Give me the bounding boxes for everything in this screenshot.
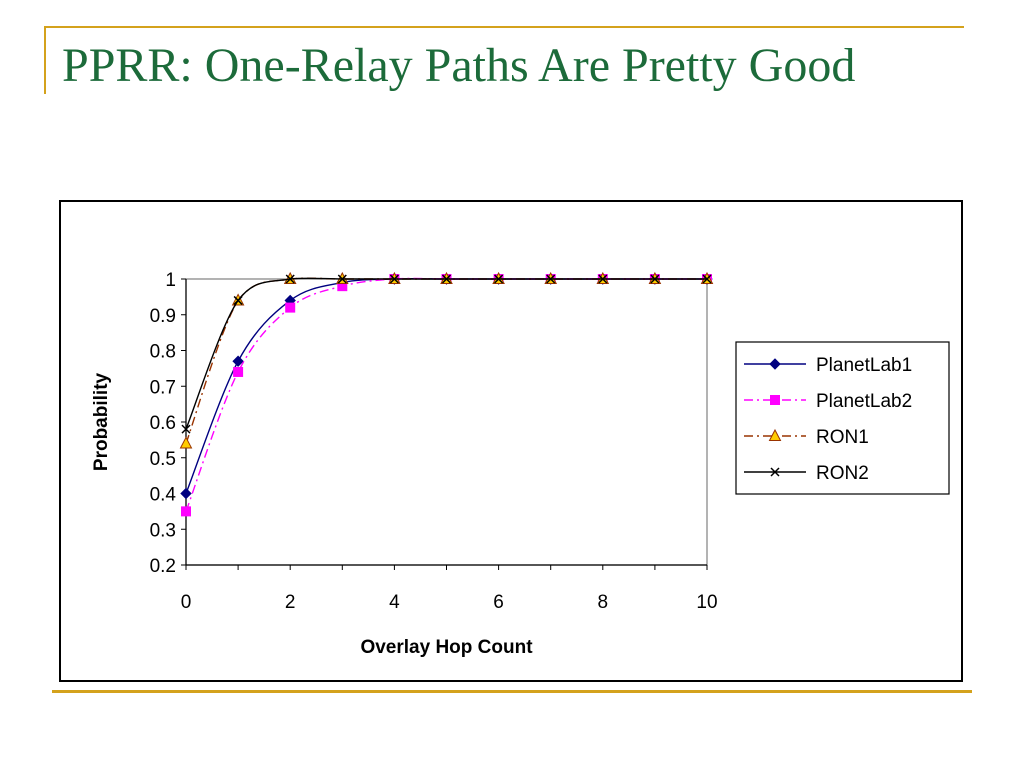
y-tick-label: 0.4 — [150, 485, 177, 506]
x-tick-label: 2 — [285, 592, 296, 613]
legend-label-planetlab1: PlanetLab1 — [816, 355, 912, 376]
data-point-ron2 — [494, 274, 504, 284]
x-tick-label: 6 — [493, 592, 504, 613]
y-tick-label: 0.2 — [150, 556, 176, 577]
x-tick-label: 4 — [389, 592, 400, 613]
x-axis-title: Overlay Hop Count — [360, 637, 533, 658]
data-point-ron2 — [650, 274, 660, 284]
title-top-rule — [44, 26, 964, 28]
data-point-ron2 — [598, 274, 608, 284]
data-point-ron2 — [285, 274, 295, 284]
plot-area — [185, 278, 708, 566]
y-tick-label: 0.7 — [150, 377, 176, 398]
data-point-ron2 — [233, 295, 243, 305]
legend-label-ron2: RON2 — [816, 463, 869, 484]
data-point-planetlab2 — [285, 302, 296, 313]
legend-label-planetlab2: PlanetLab2 — [816, 391, 912, 412]
y-axis-title: Probability — [91, 372, 112, 471]
legend-marker-planetlab1 — [769, 358, 781, 370]
data-point-planetlab1 — [232, 355, 244, 367]
legend-marker-ron1 — [768, 428, 782, 441]
data-point-ron2 — [441, 274, 452, 284]
data-point-planetlab1 — [180, 487, 192, 500]
x-tick-label: 0 — [181, 592, 192, 613]
data-point-ron2 — [702, 274, 712, 284]
chart: 0.20.30.40.50.60.70.80.910 2 4 6 8 10Overlay … — [91, 270, 950, 658]
x-tick-label: 10 — [696, 592, 717, 613]
legend-marker-ron2 — [770, 467, 780, 477]
title-side-rule — [44, 26, 46, 94]
x-tick-label: 8 — [598, 592, 609, 613]
data-point-ron2 — [546, 274, 556, 284]
slide-title: PPRR: One-Relay Paths Are Pretty Good — [62, 39, 856, 92]
slide-bottom-rule — [52, 690, 972, 693]
data-point-ron1 — [179, 436, 193, 449]
data-point-planetlab2 — [181, 506, 191, 517]
series-line-ron2 — [185, 277, 707, 430]
y-tick-label: 0.8 — [150, 342, 176, 363]
data-point-ron2 — [389, 274, 399, 284]
data-point-ron2 — [337, 274, 347, 284]
data-point-ron2 — [181, 424, 191, 434]
chart-frame: 0.2 0.3 0.4 0.5 0.6 0.7 0.8 0.9 1 0 2 4 6 8 10 Overlay … — [59, 200, 963, 682]
data-point-planetlab2 — [233, 366, 244, 377]
y-tick-label: 0.9 — [150, 306, 176, 327]
y-tick-label: 0.3 — [150, 520, 176, 541]
legend-label-ron1: RON1 — [816, 427, 869, 448]
y-tick-label: 1 — [165, 270, 176, 291]
y-tick-label: 0.6 — [150, 413, 176, 434]
y-tick-label: 0.5 — [150, 449, 176, 470]
legend-marker-planetlab2 — [770, 395, 780, 405]
